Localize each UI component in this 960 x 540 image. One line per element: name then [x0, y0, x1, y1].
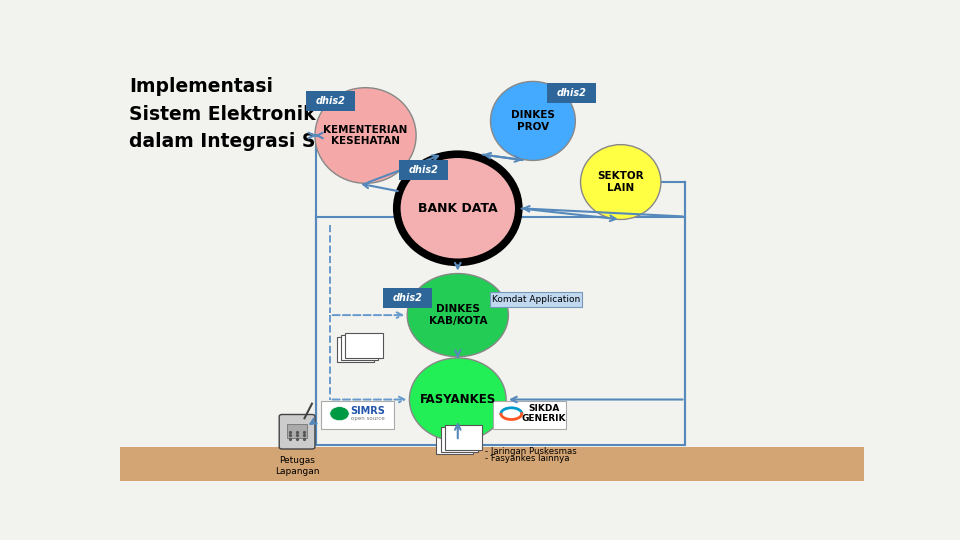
Ellipse shape — [491, 82, 575, 160]
Text: Komdat Application: Komdat Application — [492, 295, 580, 304]
FancyBboxPatch shape — [346, 333, 383, 358]
Ellipse shape — [407, 274, 509, 357]
Text: BANK DATA: BANK DATA — [418, 202, 497, 215]
FancyBboxPatch shape — [337, 337, 373, 362]
FancyBboxPatch shape — [493, 401, 566, 429]
Text: dhis2: dhis2 — [393, 293, 422, 302]
Text: SIMRS: SIMRS — [350, 406, 385, 416]
FancyBboxPatch shape — [399, 160, 448, 180]
Text: FASYANKES: FASYANKES — [420, 393, 496, 406]
FancyBboxPatch shape — [120, 447, 864, 481]
FancyBboxPatch shape — [341, 335, 378, 360]
FancyBboxPatch shape — [436, 429, 473, 454]
Text: DINKES
KAB/KOTA: DINKES KAB/KOTA — [428, 305, 487, 326]
Ellipse shape — [315, 87, 416, 183]
Text: Petugas
Lapangan: Petugas Lapangan — [275, 456, 320, 476]
Text: open source: open source — [350, 416, 385, 421]
FancyBboxPatch shape — [441, 427, 478, 453]
Ellipse shape — [409, 358, 506, 441]
Ellipse shape — [581, 145, 660, 219]
Text: dhis2: dhis2 — [316, 97, 346, 106]
FancyBboxPatch shape — [547, 83, 596, 103]
Text: - Jaringan Puskesmas: - Jaringan Puskesmas — [485, 447, 576, 456]
Text: dhis2: dhis2 — [409, 165, 439, 174]
FancyBboxPatch shape — [321, 401, 394, 429]
FancyBboxPatch shape — [383, 288, 432, 308]
Ellipse shape — [330, 407, 349, 421]
Ellipse shape — [396, 154, 518, 262]
FancyBboxPatch shape — [279, 415, 315, 449]
FancyBboxPatch shape — [306, 91, 355, 111]
Text: KEMENTERIAN
KESEHATAN: KEMENTERIAN KESEHATAN — [324, 125, 408, 146]
FancyBboxPatch shape — [287, 424, 307, 438]
FancyBboxPatch shape — [445, 426, 482, 450]
Text: SEKTOR
LAIN: SEKTOR LAIN — [597, 171, 644, 193]
FancyBboxPatch shape — [490, 292, 582, 307]
Text: SIKDA
GENERIK: SIKDA GENERIK — [522, 404, 566, 423]
Text: Implementasi
Sistem Elektronik
dalam Integrasi SIK: Implementasi Sistem Elektronik dalam Int… — [129, 77, 337, 151]
Text: - Fasyankes lainnya: - Fasyankes lainnya — [485, 454, 569, 463]
Text: dhis2: dhis2 — [557, 88, 587, 98]
Text: DINKES
PROV: DINKES PROV — [511, 110, 555, 132]
